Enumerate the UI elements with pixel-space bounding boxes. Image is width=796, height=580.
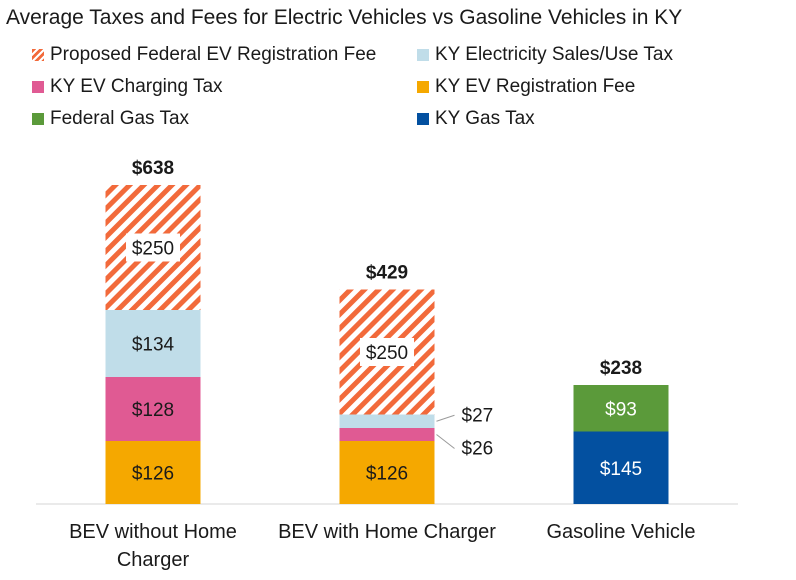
total-label: $238 (600, 358, 642, 379)
total-label: $638 (132, 158, 174, 179)
legend-item-ky-ev-registration-fee: KY EV Registration Fee (417, 76, 635, 98)
data-label: $126 (366, 464, 408, 485)
total-label: $429 (366, 263, 408, 284)
legend-swatch (417, 81, 429, 93)
data-label: $128 (132, 400, 174, 421)
legend-label: KY Gas Tax (435, 108, 535, 129)
bar-bev-with-home-charger-ky-ev-registration-fee (339, 441, 435, 504)
data-label: $126 (132, 464, 174, 485)
x-tick-label: Gasoline Vehicle (547, 521, 696, 543)
leader-line (436, 414, 455, 422)
legend-label: Proposed Federal EV Registration Fee (50, 44, 377, 65)
legend-label: KY EV Charging Tax (50, 76, 223, 97)
data-label: $134 (132, 335, 175, 356)
x-tick-label: Charger (117, 549, 190, 571)
bar-gasoline-vehicle-ky-gas-tax (573, 431, 669, 504)
data-label-box (360, 338, 414, 366)
legend-item-proposed-federal-ev-registration-fee: Proposed Federal EV Registration Fee (32, 44, 376, 66)
legend-label: Federal Gas Tax (50, 108, 190, 129)
leader-line (436, 434, 455, 449)
bar-bev-without-home-charger-ky-ev-charging-tax (105, 377, 201, 441)
data-label: $93 (605, 399, 637, 420)
legend-label: KY EV Registration Fee (435, 76, 636, 97)
legend-item-ky-electricity-sales-use-tax: KY Electricity Sales/Use Tax (417, 44, 673, 66)
legend-swatch (32, 49, 44, 61)
bar-bev-without-home-charger-ky-ev-registration-fee (105, 441, 201, 504)
bar-bev-without-home-charger-ky-electricity-sales-use-tax (105, 310, 201, 377)
bar-gasoline-vehicle-federal-gas-tax (573, 385, 669, 432)
legend-item-federal-gas-tax: Federal Gas Tax (32, 108, 189, 130)
legend-item-ky-gas-tax: KY Gas Tax (417, 108, 535, 130)
data-label: $250 (366, 343, 408, 364)
legend-swatch (417, 113, 429, 125)
bar-bev-with-home-charger-ky-ev-charging-tax (339, 428, 435, 441)
legend-swatch (32, 81, 44, 93)
legend-label: KY Electricity Sales/Use Tax (435, 44, 673, 65)
legend-swatch (417, 49, 429, 61)
data-label: $27 (462, 405, 494, 426)
bar-bev-with-home-charger-ky-electricity-sales-use-tax (339, 414, 435, 428)
x-tick-label: BEV without Home (69, 521, 237, 543)
data-label-box (126, 233, 180, 262)
x-tick-label: BEV with Home Charger (278, 521, 496, 543)
data-label: $250 (132, 239, 174, 260)
chart-title: Average Taxes and Fees for Electric Vehi… (6, 6, 683, 29)
data-label: $26 (462, 439, 494, 460)
legend-swatch (32, 113, 44, 125)
data-label: $145 (600, 459, 642, 480)
legend-item-ky-ev-charging-tax: KY EV Charging Tax (32, 76, 223, 98)
